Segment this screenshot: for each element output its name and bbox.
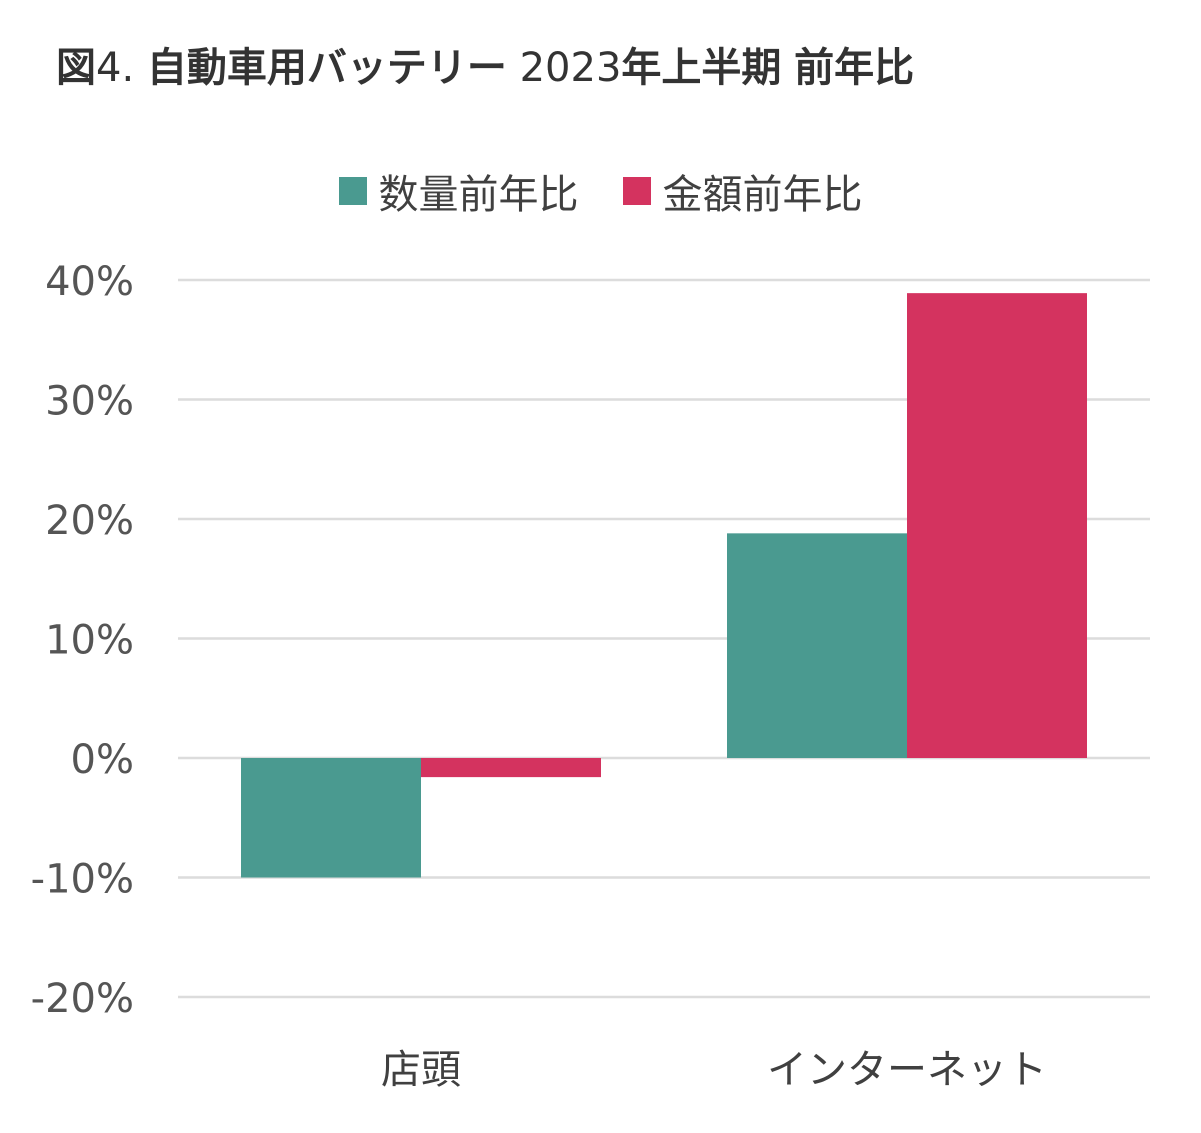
y-tick-label: 10%: [45, 618, 134, 664]
title-year: 2023: [519, 45, 622, 91]
title-main: 自動車用バッテリー: [146, 45, 507, 91]
chart-legend: 数量前年比 金額前年比: [0, 162, 1201, 220]
legend-swatch-quantity: [338, 177, 367, 205]
legend-label-amount: 金額前年比: [662, 172, 863, 218]
bar-quantity: [241, 758, 421, 878]
legend-item-amount: 金額前年比: [622, 162, 863, 220]
y-tick-label: -10%: [31, 857, 134, 903]
bar-amount: [907, 293, 1087, 758]
title-suffix: 前年比: [794, 45, 915, 91]
y-tick-label: 0%: [71, 737, 134, 783]
legend-label-quantity: 数量前年比: [378, 172, 579, 218]
bar-quantity: [727, 533, 907, 758]
y-tick-label: 30%: [45, 379, 134, 425]
title-period: 年上半期: [621, 45, 782, 91]
title-number: 4.: [96, 45, 135, 91]
title-prefix: 図: [56, 45, 96, 91]
y-tick-label: 40%: [45, 259, 134, 305]
legend-item-quantity: 数量前年比: [338, 162, 579, 220]
bar-amount: [421, 758, 601, 778]
y-tick-label: 20%: [45, 498, 134, 544]
legend-swatch-amount: [622, 177, 651, 205]
y-tick-label: -20%: [31, 976, 134, 1022]
chart-title: 図4. 自動車用バッテリー 2023年上半期 前年比: [56, 40, 914, 96]
x-category-label: インターネット: [767, 1047, 1047, 1093]
x-category-label: 店頭: [381, 1047, 461, 1093]
